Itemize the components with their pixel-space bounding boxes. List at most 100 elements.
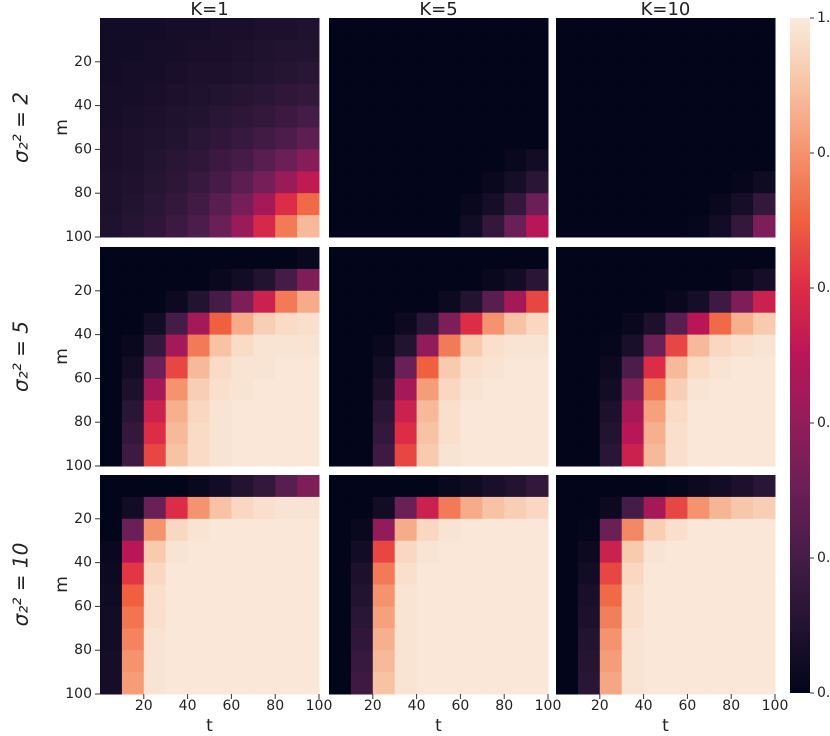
- heatmap-cell: [504, 312, 527, 336]
- heatmap-cell: [253, 247, 276, 270]
- heatmap-cell: [143, 562, 167, 585]
- heatmap-cell: [526, 215, 549, 238]
- heatmap-cell: [231, 83, 254, 107]
- heatmap-cell: [753, 290, 776, 314]
- heatmap-cell: [460, 215, 483, 238]
- heatmap-cell: [350, 356, 374, 379]
- heatmap-cell: [482, 562, 505, 585]
- heatmap-cell: [731, 290, 754, 314]
- heatmap-cell: [165, 149, 189, 172]
- heatmap-cell: [350, 518, 374, 542]
- heatmap-cell: [275, 312, 298, 336]
- heatmap-cell: [709, 606, 732, 629]
- heatmap-cell: [253, 356, 276, 379]
- heatmap-cell: [372, 193, 396, 216]
- heatmap-cell: [416, 193, 439, 216]
- heatmap-cell: [599, 475, 623, 498]
- heatmap-cell: [416, 215, 439, 238]
- heatmap-cell: [297, 422, 320, 445]
- heatmap-cell: [231, 496, 254, 520]
- heatmap-cell: [643, 105, 666, 128]
- heatmap-cell: [372, 290, 396, 314]
- heatmap-cell: [643, 149, 666, 172]
- heatmap-cell: [253, 650, 276, 673]
- heatmap-cell: [187, 247, 210, 270]
- heatmap-cell: [482, 290, 505, 314]
- heatmap-cell: [687, 149, 710, 172]
- heatmap-cell: [621, 105, 645, 128]
- heatmap-cell: [753, 518, 776, 542]
- heatmap-cell: [372, 356, 396, 379]
- heatmap-cell: [394, 149, 418, 172]
- heatmap-cell: [253, 215, 276, 238]
- heatmap-cell: [709, 400, 732, 423]
- heatmap-cell: [329, 562, 352, 585]
- heatmap-cell: [100, 540, 123, 564]
- heatmap-cell: [275, 356, 298, 379]
- heatmap-cell: [438, 83, 461, 107]
- heatmap-cell: [460, 606, 483, 629]
- heatmap-cell: [709, 290, 732, 314]
- heatmap-cell: [143, 105, 167, 128]
- heatmap-cell: [504, 518, 527, 542]
- heatmap-cell: [599, 444, 623, 467]
- heatmap-cell: [329, 496, 352, 520]
- heatmap-cell: [372, 215, 396, 238]
- heatmap-cell: [687, 518, 710, 542]
- heatmap-cell: [394, 356, 418, 379]
- heatmap-cell: [416, 496, 439, 520]
- heatmap-cell: [438, 268, 461, 292]
- heatmap-cell: [577, 18, 601, 41]
- y-axis-label: m: [52, 576, 72, 593]
- heatmap-cell: [687, 628, 710, 651]
- heatmap-cell: [165, 105, 189, 128]
- heatmap-cell: [143, 127, 167, 150]
- heatmap-cell: [731, 83, 754, 107]
- heatmap-cell: [526, 672, 549, 695]
- heatmap-cell: [394, 650, 418, 673]
- heatmap-cell: [121, 496, 145, 520]
- heatmap-cell: [143, 290, 167, 314]
- heatmap-cell: [482, 171, 505, 194]
- x-tick-label: 40: [408, 698, 426, 714]
- heatmap-cell: [394, 378, 418, 401]
- heatmap-cell: [556, 149, 579, 172]
- heatmap-cell: [350, 247, 374, 270]
- heatmap-cell: [275, 171, 298, 194]
- heatmap-cell: [165, 562, 189, 585]
- heatmap-cell: [187, 496, 210, 520]
- heatmap-cell: [599, 650, 623, 673]
- heatmap-cell: [709, 61, 732, 85]
- heatmap-cell: [187, 672, 210, 695]
- heatmap-cell: [165, 672, 189, 695]
- heatmap-cell: [556, 18, 579, 41]
- heatmap-cell: [394, 606, 418, 629]
- heatmap-cell: [275, 334, 298, 357]
- heatmap-cell: [297, 475, 320, 498]
- heatmap-cell: [372, 628, 396, 651]
- heatmap-cell: [329, 422, 352, 445]
- heatmap-cell: [731, 496, 754, 520]
- heatmap-cell: [121, 105, 145, 128]
- heatmap-cell: [329, 193, 352, 216]
- heatmap-cell: [350, 312, 374, 336]
- heatmap-cell: [577, 247, 601, 270]
- heatmap-cell: [504, 584, 527, 607]
- heatmap-cell: [460, 584, 483, 607]
- heatmap-cell: [231, 149, 254, 172]
- heatmap-cell: [143, 650, 167, 673]
- heatmap-cell: [209, 672, 232, 695]
- heatmap-cell: [372, 444, 396, 467]
- heatmap-cell: [460, 356, 483, 379]
- heatmap-cell: [372, 584, 396, 607]
- x-tick-label: 80: [495, 698, 513, 714]
- heatmap-cell: [526, 356, 549, 379]
- heatmap-cell: [709, 444, 732, 467]
- heatmap-cell: [731, 400, 754, 423]
- heatmap-cell: [329, 215, 352, 238]
- heatmap-cell: [187, 39, 210, 63]
- heatmap-cell: [187, 356, 210, 379]
- heatmap-cell: [275, 496, 298, 520]
- heatmap-cell: [416, 475, 439, 498]
- heatmap-cell: [275, 444, 298, 467]
